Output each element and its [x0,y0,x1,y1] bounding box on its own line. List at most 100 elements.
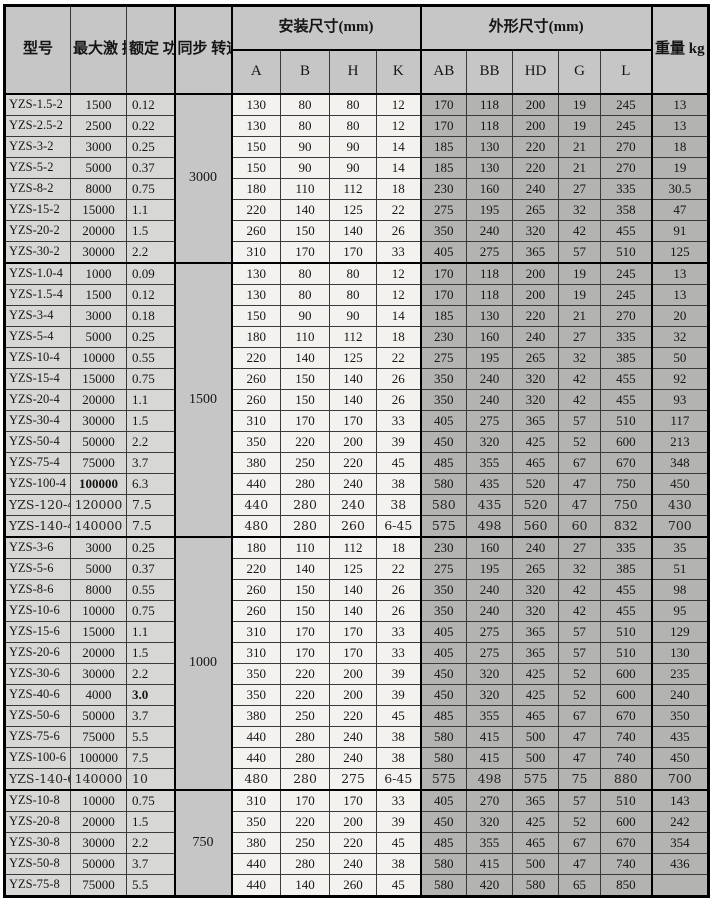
cell-AB: 580 [420,473,468,495]
cell-G: 67 [558,705,602,727]
cell-B: 280 [280,747,330,769]
cell-AB: 275 [420,347,468,369]
cell-H: 240 [329,853,377,875]
cell-BB: 275 [466,410,514,432]
cell-K: 39 [375,663,422,685]
cell-A: 440 [231,747,281,769]
cell-model: YZS-20-6 [4,642,71,664]
cell-HD: 320 [512,579,560,601]
cell-B: 80 [280,115,330,137]
cell-BB: 320 [466,684,514,706]
table-row: YZS-10-6 10000 0.75 260 150 140 26 350 240 320 42 4… [4,600,710,622]
cell-model: YZS-8-6 [4,579,71,601]
cell-BB: 195 [466,347,514,369]
cell-B: 140 [280,347,330,369]
cell-AB: 580 [420,494,468,516]
cell-L: 245 [600,284,653,306]
cell-AB: 575 [420,515,468,538]
cell-G: 60 [558,515,602,538]
cell-L: 455 [600,389,653,411]
header-col-B: B [280,49,330,95]
cell-H: 275 [329,768,377,791]
table-row: YZS-1.0-4 1000 0.09 1500 130 80 80 12 170 118 200 1… [4,262,710,538]
cell-model: YZS-8-2 [4,178,71,200]
cell-G: 57 [558,642,602,664]
cell-power: 5.5 [126,726,175,748]
cell-H: 90 [329,305,377,327]
cell-weight: 19 [650,157,710,179]
table-row: YZS-20-2 20000 1.5 260 150 140 26 350 240 320 42 45… [4,220,710,242]
cell-G: 21 [558,136,602,158]
cell-force: 3000 [70,305,127,327]
cell-AB: 450 [420,663,468,685]
cell-power: 0.12 [126,284,175,306]
table-row: YZS-140-6 140000 10 480 280 275 6-45 575 498 575 7… [4,768,710,791]
cell-weight: 700 [650,515,710,538]
cell-L: 510 [600,621,653,643]
cell-HD: 220 [512,136,560,158]
cell-HD: 520 [512,494,560,516]
cell-model: YZS-100-6 [4,747,71,769]
cell-G: 42 [558,389,602,411]
cell-G: 21 [558,157,602,179]
cell-AB: 230 [420,326,468,348]
cell-BB: 435 [466,494,514,516]
cell-power: 0.75 [126,789,175,812]
table-row: YZS-8-6 8000 0.55 260 150 140 26 350 240 320 42 455… [4,579,710,601]
cell-K: 26 [375,600,422,622]
cell-model: YZS-40-6 [4,684,71,706]
table-row: YZS-100-4 100000 6.3 440 280 240 38 580 435 520 47… [4,473,710,495]
cell-power: 0.75 [126,600,175,622]
cell-force: 20000 [70,220,127,242]
cell-A: 180 [231,326,281,348]
cell-weight: 13 [650,93,710,116]
cell-B: 80 [280,262,330,285]
cell-BB: 240 [466,368,514,390]
cell-HD: 365 [512,410,560,432]
cell-L: 750 [600,473,653,495]
cell-G: 19 [558,93,602,116]
cell-BB: 270 [466,789,514,812]
cell-power: 10 [126,768,175,791]
cell-weight: 130 [650,642,710,664]
cell-B: 280 [280,494,330,516]
cell-model: YZS-20-4 [4,389,71,411]
cell-L: 510 [600,241,653,264]
table-row: YZS-50-6 50000 3.7 380 250 220 45 485 355 465 67 67… [4,705,710,727]
cell-H: 170 [329,410,377,432]
cell-model: YZS-1.0-4 [4,262,71,285]
cell-G: 67 [558,452,602,474]
cell-power: 0.55 [126,579,175,601]
cell-power: 1.5 [126,811,175,833]
table-row: YZS-15-6 15000 1.1 310 170 170 33 405 275 365 57 51… [4,621,710,643]
cell-model: YZS-100-4 [4,473,71,495]
cell-weight: 18 [650,136,710,158]
cell-power: 1.1 [126,621,175,643]
cell-A: 260 [231,368,281,390]
cell-HD: 200 [512,262,560,285]
cell-G: 52 [558,811,602,833]
table-header: 型号 最大激 振力 N 额定 功率 KW 同步 转速 r/min 安装尺寸(mm… [4,5,710,95]
cell-B: 280 [280,726,330,748]
table-row: YZS-2.5-2 2500 0.22 130 80 80 12 170 118 200 19 245… [4,115,710,137]
cell-B: 280 [280,473,330,495]
cell-B: 150 [280,220,330,242]
cell-K: 14 [375,136,422,158]
cell-H: 90 [329,157,377,179]
cell-BB: 118 [466,115,514,137]
cell-power: 3.0 [126,684,175,706]
cell-L: 740 [600,726,653,748]
cell-H: 90 [329,136,377,158]
table-row: YZS-40-6 4000 3.0 350 220 200 39 450 320 425 52 600… [4,684,710,706]
cell-A: 150 [231,136,281,158]
cell-A: 350 [231,684,281,706]
cell-BB: 415 [466,747,514,769]
cell-L: 245 [600,262,653,285]
cell-force: 3000 [70,536,127,559]
cell-H: 240 [329,473,377,495]
cell-B: 220 [280,431,330,453]
cell-G: 47 [558,853,602,875]
cell-A: 260 [231,600,281,622]
cell-force: 5000 [70,326,127,348]
cell-H: 112 [329,326,377,348]
